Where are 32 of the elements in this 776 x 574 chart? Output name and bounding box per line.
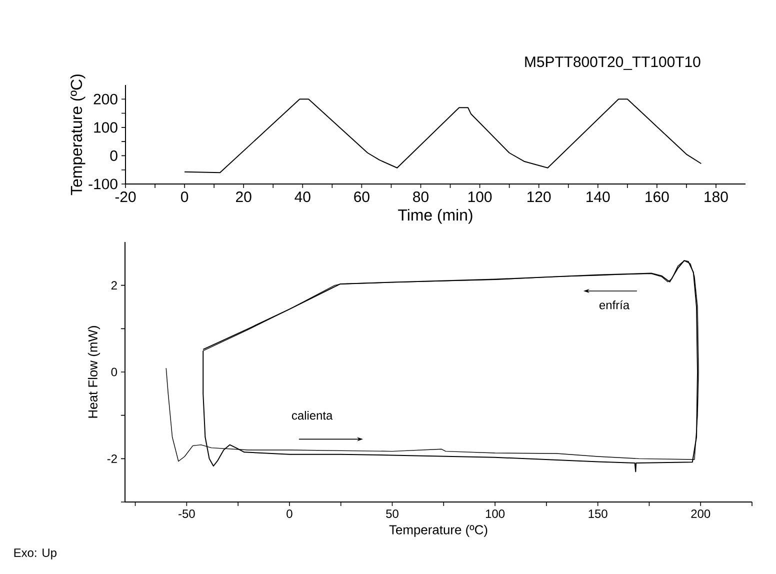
x-axis-title: Time (min) xyxy=(398,208,472,224)
x-tick-label: 20 xyxy=(236,192,252,202)
y-tick-label: -100 xyxy=(88,178,118,190)
x-tick-label: 60 xyxy=(354,192,370,202)
y-tick-label: 0 xyxy=(110,150,118,161)
y-axis-title: Heat Flow (mW) xyxy=(88,326,100,418)
annotation: calienta xyxy=(292,410,333,420)
x-tick-label: 100 xyxy=(486,510,505,518)
x-tick-label: -20 xyxy=(115,192,136,202)
x-tick-label: 200 xyxy=(691,510,710,518)
x-tick-label: 180 xyxy=(704,192,728,202)
x-tick-label: 0 xyxy=(286,510,292,518)
text: Exo: Up xyxy=(14,548,56,560)
x-tick-label: 100 xyxy=(468,192,492,202)
x-tick-label: 50 xyxy=(386,510,398,518)
y-tick-label: -2 xyxy=(107,454,117,463)
x-tick-label: 120 xyxy=(528,192,551,202)
x-tick-label: 0 xyxy=(180,192,188,202)
y-tick-label: 0 xyxy=(111,368,118,376)
x-tick-label: 80 xyxy=(413,192,428,202)
y-tick-label: 200 xyxy=(94,94,118,104)
x-tick-label: 140 xyxy=(586,192,610,202)
y-axis-title: Temperature (ºC) xyxy=(70,74,86,196)
y-tick-label: 2 xyxy=(111,281,117,290)
x-tick-label: 150 xyxy=(588,510,608,518)
text: M5PTT800T20_TT100T10 xyxy=(525,56,700,70)
y-tick-label: 100 xyxy=(94,122,118,133)
annotation: enfría xyxy=(599,300,630,310)
x-tick-label: -50 xyxy=(178,510,195,518)
x-tick-label: 40 xyxy=(294,192,310,202)
x-axis-title: Temperature (ºC) xyxy=(389,524,488,537)
x-tick-label: 160 xyxy=(646,192,669,202)
